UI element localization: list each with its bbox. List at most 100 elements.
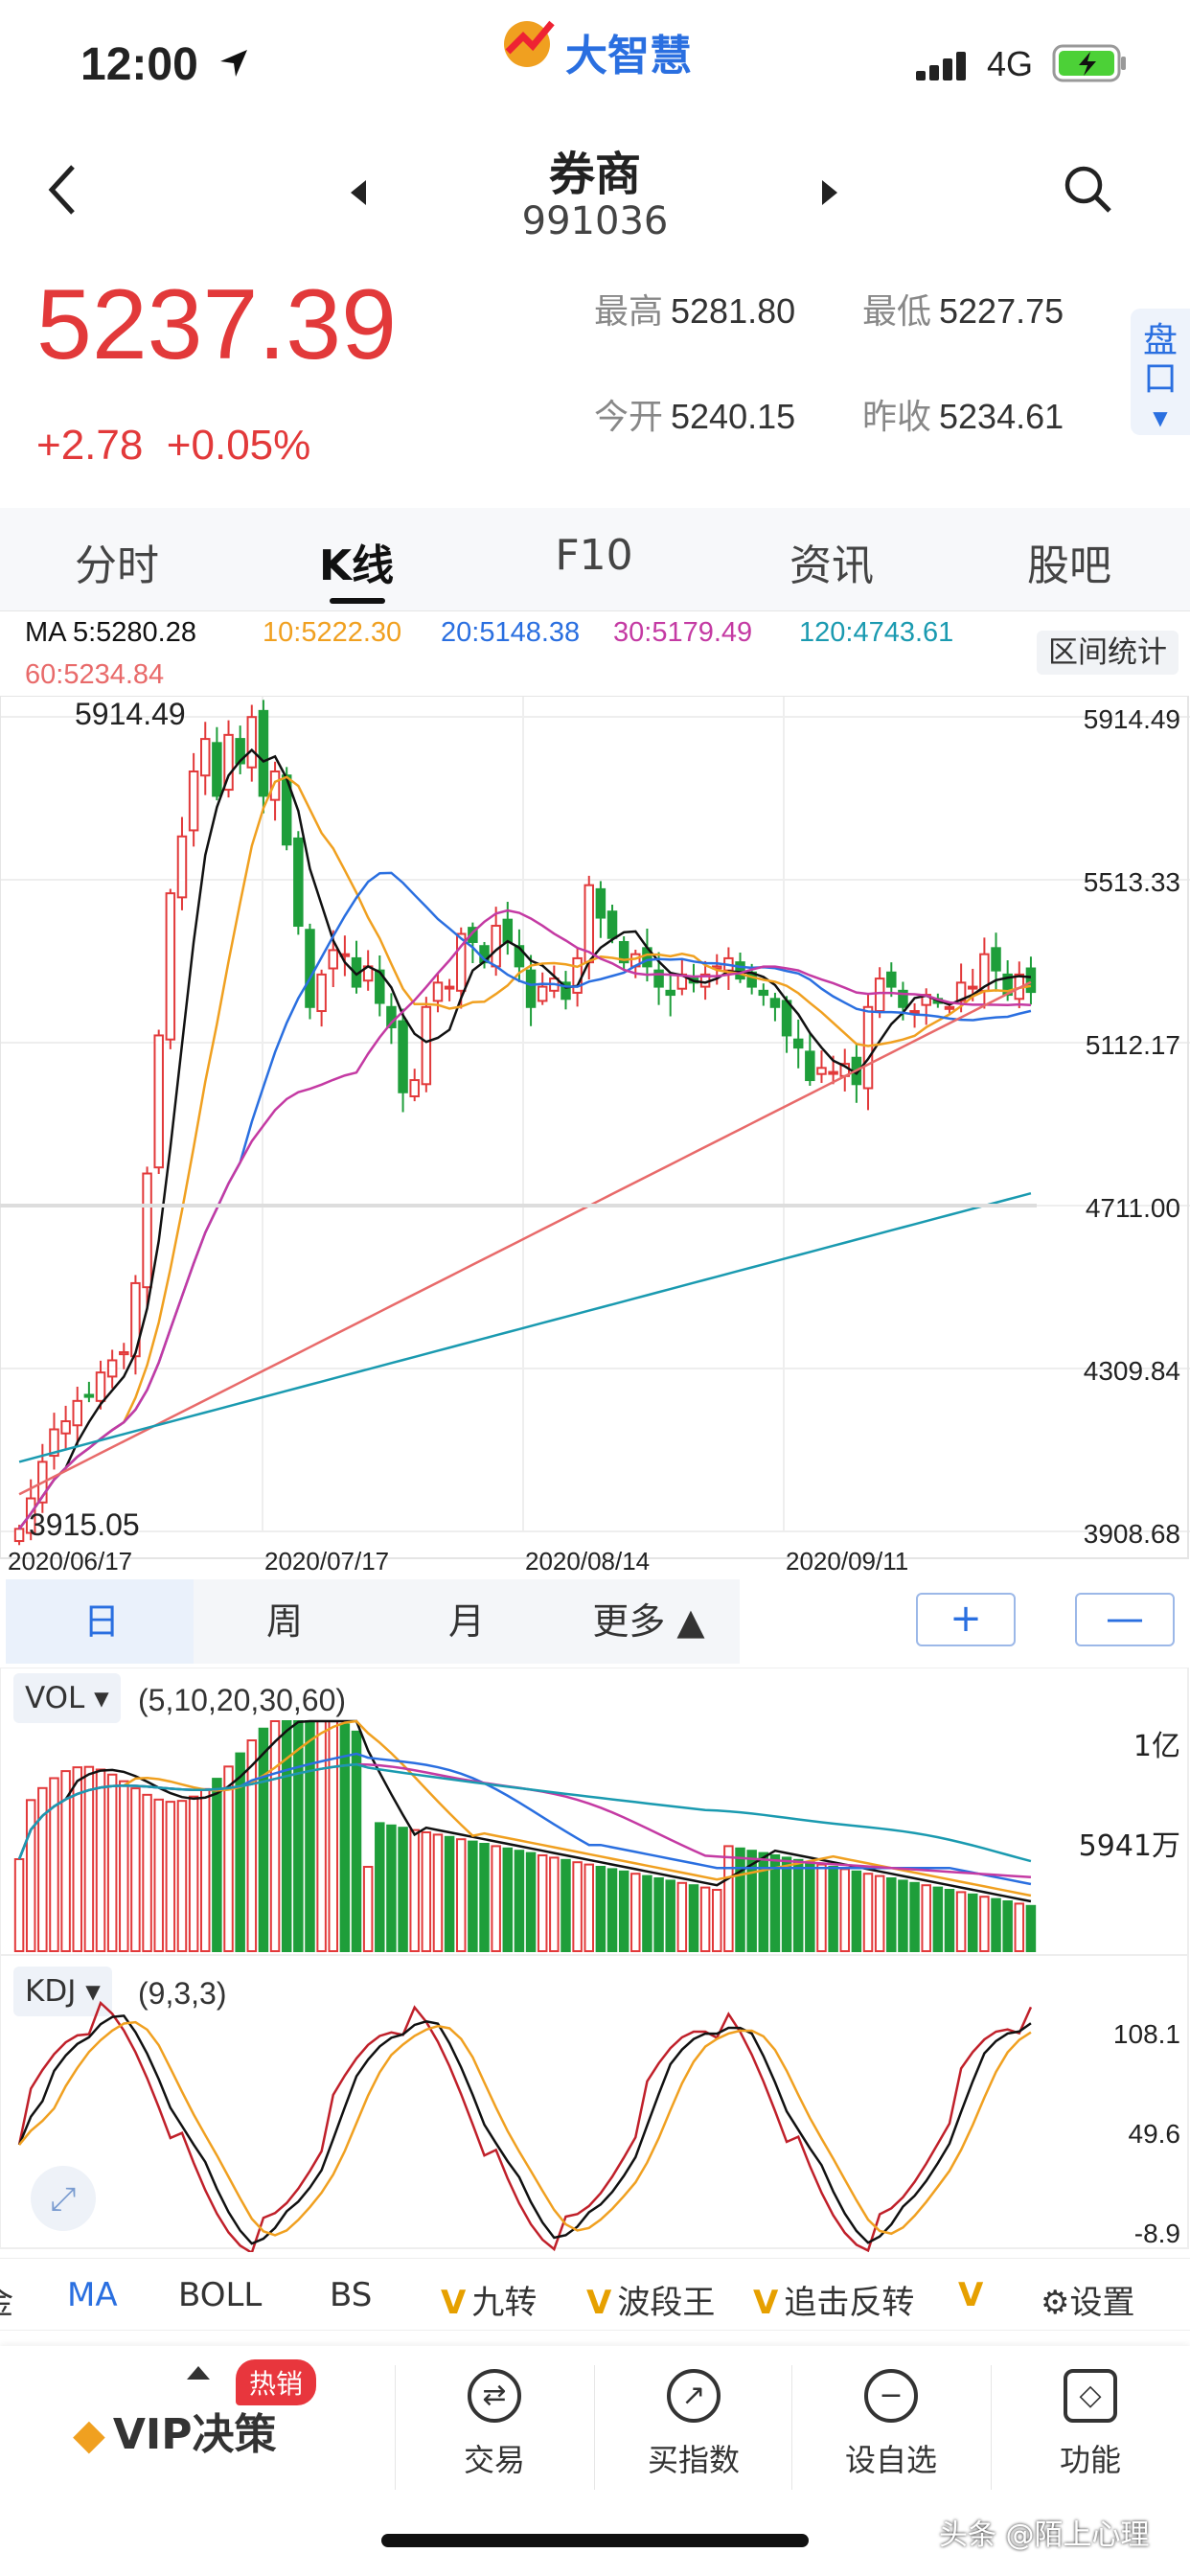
ind-boll[interactable]: BOLL [178,2276,263,2314]
vol-bar-up [676,1881,688,1952]
ind-jin[interactable]: 金 [0,2276,13,2323]
tab-f10[interactable]: F10 [555,531,633,580]
buy-index-button[interactable]: ↗ 买指数 [617,2369,770,2480]
vol-bar-down [386,1824,397,1952]
min-price-label: 3915.05 [29,1507,140,1542]
y-tick-label: 4711.00 [1086,1193,1180,1223]
chart-frame [0,696,1189,1559]
candle-up [95,1371,106,1402]
candle-up [49,1428,59,1458]
tab-forum[interactable]: 股吧 [1027,541,1111,590]
ind-more-v[interactable]: V [958,2276,989,2314]
zoom-out-button[interactable]: — [1075,1593,1175,1646]
search-icon[interactable] [1062,163,1113,215]
y-tick-label: 4309.84 [1084,1356,1180,1386]
candle-up [60,1420,71,1435]
vol-bar-down [828,1866,838,1952]
range-stats-button[interactable]: 区间统计 [1037,631,1179,675]
app-logo-icon [504,20,555,67]
candle-up [165,892,176,1041]
period-selector: 日 周 月 更多 ▲ [0,1579,1190,1664]
ma30-line [18,908,1031,1530]
prev-stock-arrow-icon[interactable] [349,178,368,207]
add-watchlist-button[interactable]: − 设自选 [814,2369,968,2480]
zoom-in-button[interactable]: + [916,1593,1016,1646]
candle-up [25,1497,36,1534]
up-caret-icon [187,2366,210,2380]
candle-up [130,1281,141,1358]
candle-down [805,1050,815,1082]
vol-bar-up [25,1799,36,1952]
candle-up [874,978,885,1013]
candle-up [491,925,501,968]
tab-kline[interactable]: K线 [318,541,395,590]
vol-tick-high: 1亿 [1133,1730,1180,1763]
ind-jiuzhuan[interactable]: V 九转 [441,2276,537,2323]
back-chevron-icon[interactable] [46,163,79,217]
pankou-caret-icon: ▼ [1153,406,1168,429]
ma120-line [18,1191,1032,1463]
trade-icon: ⇄ [468,2369,521,2423]
vip-decision-button[interactable]: ◆ VIP决策 [73,2400,277,2461]
vol-bar-up [13,1858,25,1952]
kdj-frame [0,1955,1189,2249]
vol-bar-up [1014,1902,1025,1952]
vol-bar-down [514,1850,525,1952]
high-stat: 最高 5281.80 [594,284,795,334]
hot-badge: 热销 [236,2359,317,2405]
vip-diamond-icon: ◆ [73,2410,105,2459]
signal-icon [916,52,970,80]
vol-bar-up [549,1856,560,1952]
period-month[interactable]: 月 [376,1579,558,1664]
candle-up [72,1399,82,1427]
vol-bar-up [491,1845,501,1952]
zhuiji-label: 追击反转 [784,2284,915,2322]
next-stock-arrow-icon[interactable] [820,178,839,207]
kdj-tick-label: 108.1 [1113,2019,1180,2049]
ind-boduanwang[interactable]: V 波段王 [586,2276,715,2323]
candle-down [514,945,525,968]
candle-down [665,989,675,997]
vol-bar-up [874,1874,885,1953]
fullscreen-button [31,2166,96,2231]
settings-button[interactable]: ⚙设置 [1041,2276,1134,2323]
period-more[interactable]: 更多 ▲ [558,1579,740,1664]
vol-selector[interactable]: VOL ▾ [13,1673,121,1723]
ind-ma[interactable]: MA [67,2276,118,2314]
candle-down [735,961,745,980]
v-icon: V [958,2276,984,2314]
candle-down [375,969,385,1004]
vol-bar-up [630,1873,641,1952]
vol-bar-up [130,1787,141,1952]
pankou-button[interactable]: 盘口 ▼ [1131,309,1190,435]
vol-bar-down [235,1752,245,1952]
kdj-k-line [17,2014,1032,2245]
ma120-value: 120:4743.61 [799,617,954,648]
candle-up [456,932,467,992]
tab-timeshare[interactable]: 分时 [75,541,159,590]
candle-up [316,973,327,1013]
vol-bar-down [781,1856,792,1952]
divider [594,2365,595,2490]
battery-charging-icon [1052,44,1126,82]
trade-button[interactable]: ⇄ 交易 [418,2369,571,2480]
tab-news[interactable]: 资讯 [790,541,874,590]
ind-bs[interactable]: BS [330,2276,373,2314]
ind-zhuiji[interactable]: V 追击反转 [753,2276,914,2323]
kline-chart[interactable]: 5914.49 5513.33 5112.17 4711.00 4309.84 3908.… [0,696,1190,1579]
vol-bar-up [37,1786,48,1952]
kdj-selector[interactable]: KDJ ▾ [13,1966,112,2016]
candle-up [106,1359,118,1378]
function-button[interactable]: ◇ 功能 [1014,2369,1167,2480]
vol-bar-up [712,1889,722,1952]
period-week[interactable]: 周 [194,1579,376,1664]
period-day[interactable]: 日 [6,1579,197,1664]
low-stat: 最低 5227.75 [862,284,1064,334]
vol-bar-up [421,1831,432,1952]
vol-bar-up [979,1896,990,1952]
vol-bar-down [561,1858,571,1952]
low-value: 5227.75 [939,291,1064,331]
v-icon: V [753,2284,779,2322]
y-tick-label: 5112.17 [1086,1030,1180,1060]
